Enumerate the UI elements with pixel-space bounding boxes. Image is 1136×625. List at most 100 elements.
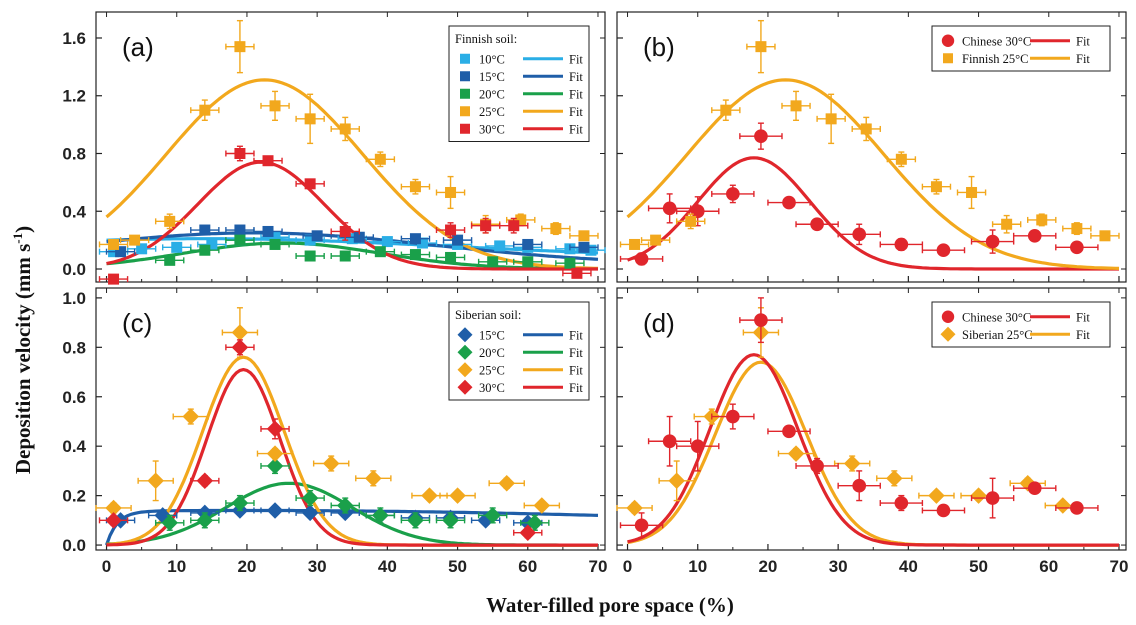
- y-tick-label: 0.8: [62, 144, 86, 163]
- legend-fit-label: Fit: [1076, 310, 1090, 324]
- x-axis-title: Water-filled pore space (%): [486, 593, 734, 617]
- data-point: [571, 267, 583, 279]
- data-point: [365, 470, 382, 487]
- legend-marker: [460, 123, 470, 134]
- data-point: [1099, 230, 1111, 242]
- legend-label: 25°C: [479, 105, 505, 119]
- legend-fit-label: Fit: [569, 363, 583, 377]
- data-point: [108, 273, 120, 285]
- data-point: [634, 252, 649, 266]
- data-point: [269, 231, 281, 243]
- data-point: [407, 512, 424, 529]
- x-tick-label: 60: [1039, 557, 1058, 576]
- data-point: [936, 243, 951, 258]
- data-point: [810, 217, 824, 232]
- legend-label: Chinese 30°C: [962, 310, 1031, 324]
- data-point: [231, 339, 249, 356]
- data-point: [550, 223, 562, 235]
- data-point: [790, 100, 802, 112]
- legend-label: 25°C: [479, 363, 505, 377]
- data-point: [860, 123, 872, 135]
- legend-marker: [941, 34, 955, 47]
- data-point: [564, 257, 576, 269]
- legend-box: [931, 301, 1111, 348]
- y-tick-label: 0.4: [62, 437, 86, 456]
- data-point: [522, 256, 534, 268]
- x-tick-label: 40: [378, 557, 397, 576]
- data-point: [234, 147, 246, 159]
- data-point: [985, 234, 1000, 249]
- data-point: [886, 470, 903, 487]
- legend-fit-label: Fit: [569, 52, 583, 66]
- legend-marker: [941, 310, 955, 323]
- legend-label: 20°C: [479, 346, 505, 360]
- data-point: [494, 240, 506, 252]
- data-point: [196, 472, 214, 490]
- data-point: [726, 187, 740, 201]
- data-point: [206, 238, 218, 250]
- x-tick-label: 20: [758, 557, 777, 576]
- panel-label: (d): [643, 308, 675, 338]
- data-point: [650, 234, 662, 246]
- legend: Chinese 30°C Fit Finnish 25°C Fit: [931, 25, 1111, 72]
- x-tick-label: 0: [102, 557, 111, 576]
- legend-label: Siberian 25°C: [962, 328, 1033, 342]
- data-point: [754, 129, 768, 143]
- data-point: [311, 230, 323, 242]
- data-point: [930, 181, 942, 193]
- legend-label: 30°C: [479, 122, 505, 136]
- data-point: [484, 507, 501, 524]
- legend: Chinese 30°C Fit Siberian 25°C Fit: [931, 301, 1111, 348]
- y-tick-label: 0.2: [62, 487, 86, 506]
- y-tick-label: 1.0: [62, 289, 86, 308]
- data-point: [498, 475, 515, 492]
- y-tick-label: 1.6: [62, 29, 86, 48]
- data-point: [416, 237, 428, 249]
- x-tick-label: 0: [623, 557, 632, 576]
- y-tick-label: 0.0: [62, 260, 86, 279]
- data-point: [269, 238, 281, 250]
- legend-fit-label: Fit: [569, 346, 583, 360]
- data-point: [262, 225, 274, 237]
- data-point: [199, 104, 211, 116]
- data-point: [782, 424, 796, 439]
- data-point: [662, 201, 677, 216]
- data-point: [304, 250, 316, 262]
- data-point: [199, 224, 211, 236]
- y-axis-title: Deposition velocity (mm s-1): [10, 226, 35, 474]
- legend-label: 15°C: [479, 70, 505, 84]
- data-point: [662, 434, 677, 449]
- data-point: [452, 234, 464, 246]
- data-point: [164, 215, 176, 227]
- panel-label: (b): [643, 32, 675, 62]
- data-point: [1070, 501, 1084, 515]
- data-point: [231, 494, 249, 512]
- data-point: [685, 215, 697, 227]
- data-point: [720, 104, 732, 116]
- data-point: [346, 233, 358, 245]
- data-point: [936, 503, 951, 518]
- legend-marker: [460, 106, 470, 117]
- x-tick-label: 20: [237, 557, 256, 576]
- data-point: [970, 487, 987, 504]
- y-axis-title-end: ): [11, 226, 35, 233]
- y-tick-label: 1.2: [62, 87, 86, 106]
- legend-marker: [457, 327, 473, 343]
- legend-title: Finnish soil:: [455, 32, 517, 46]
- data-point: [810, 459, 824, 473]
- data-point: [519, 524, 537, 541]
- data-point: [1036, 214, 1048, 226]
- legend-box: [448, 25, 590, 142]
- data-point: [339, 225, 351, 237]
- data-point: [1001, 218, 1013, 230]
- data-point: [894, 237, 909, 252]
- data-point: [629, 238, 641, 250]
- data-point: [196, 512, 214, 529]
- data-point: [585, 244, 597, 256]
- fit-line-finnish-25-c: [626, 78, 1120, 270]
- data-point: [754, 313, 768, 327]
- panel-label: (c): [122, 308, 152, 338]
- data-point: [147, 472, 164, 490]
- data-point: [353, 231, 365, 243]
